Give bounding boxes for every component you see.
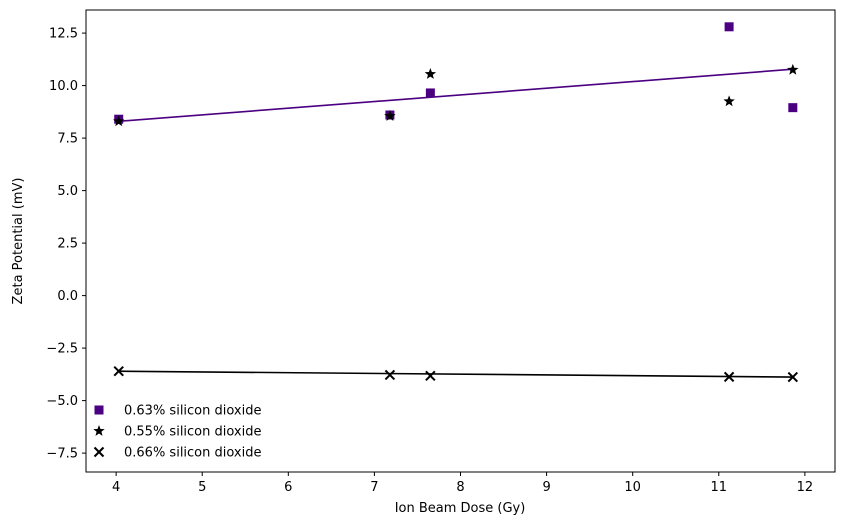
series-1-point [425,88,435,98]
fit-lines [118,68,793,378]
series-3-point [113,365,124,377]
x-tick-label: 9 [542,480,550,495]
legend-label-1: 0.63% silicon dioxide [124,404,261,419]
x-tick-label: 5 [198,480,206,495]
legend-marker-2 [93,425,105,436]
y-tick-label: 0.0 [57,289,78,304]
y-tick-label: −2.5 [46,342,78,357]
legend: 0.63% silicon dioxide 0.55% silicon dioxi… [93,404,261,461]
legend-label-2: 0.55% silicon dioxide [124,425,261,440]
series-3-point [723,371,735,383]
legend-label-3: 0.66% silicon dioxide [124,446,261,461]
series-2-point [113,115,125,127]
data-markers [113,22,799,383]
x-axis: 4 5 6 7 8 9 10 11 12 [112,472,813,495]
y-tick-label: 12.5 [49,27,78,42]
series-1-point [788,103,798,113]
series-2-point [787,63,799,75]
y-tick-label: 2.5 [57,237,78,252]
y-tick-label: −7.5 [46,447,78,462]
x-tick-label: 11 [711,480,728,495]
x-tick-label: 12 [797,480,814,495]
x-tick-label: 7 [370,480,378,495]
legend-marker-3 [93,446,105,458]
y-tick-label: 7.5 [57,132,78,147]
series-2-point [384,110,396,121]
x-tick-label: 4 [112,480,120,495]
y-tick-label: 5.0 [57,184,78,199]
x-tick-label: 6 [284,480,292,495]
series-1-point [724,22,734,32]
series-3-point [787,371,799,383]
y-tick-label: 10.0 [49,79,78,94]
y-tick-label: −5.0 [46,394,78,409]
series-3-point [384,369,396,381]
y-axis-title: Zeta Potential (mV) [11,178,26,305]
x-axis-title: Ion Beam Dose (Gy) [395,501,526,516]
series-3-point [425,370,436,382]
fit-line-2 [118,370,793,378]
x-tick-label: 10 [624,480,641,495]
series-2-point [723,95,735,107]
x-tick-label: 8 [456,480,464,495]
legend-marker-1 [94,405,104,415]
fit-line-1 [118,68,793,123]
y-axis: −7.5 −5.0 −2.5 0.0 2.5 5.0 7.5 10.0 12.5 [46,27,86,462]
series-2-point [424,68,437,79]
